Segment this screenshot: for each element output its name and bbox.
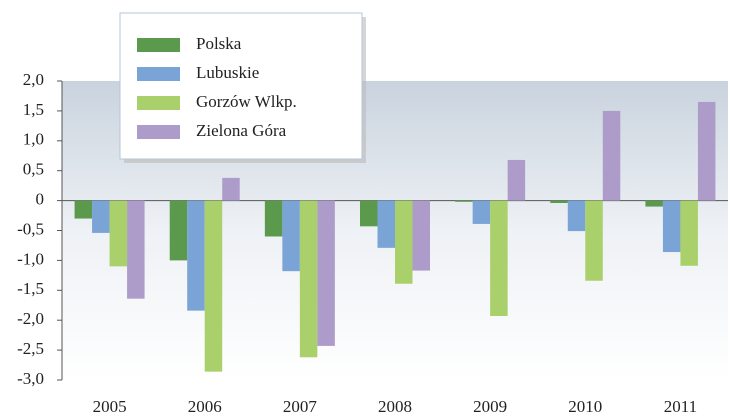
bar [360, 200, 378, 227]
y-tick-label: 1,0 [23, 130, 44, 149]
bar [550, 200, 568, 203]
bar [507, 159, 526, 201]
legend-swatch [137, 67, 180, 81]
legend-label: Polska [196, 34, 242, 53]
legend-swatch [137, 38, 180, 52]
bar [680, 200, 698, 266]
x-tick-label: 2006 [188, 397, 222, 416]
bar [92, 200, 110, 233]
legend-label: Gorzów Wlkp. [196, 92, 297, 111]
bar [74, 200, 93, 219]
y-tick-label: -2,0 [17, 309, 44, 328]
bar [377, 200, 395, 248]
y-tick-label: -2,5 [17, 339, 44, 358]
bar [697, 101, 716, 201]
y-tick-label: 0,5 [23, 160, 44, 179]
bar [472, 200, 491, 224]
bar [412, 200, 430, 271]
bar [264, 200, 283, 237]
bar [585, 200, 603, 281]
bar [109, 200, 128, 267]
legend-swatch [137, 125, 180, 139]
bar [222, 177, 240, 201]
y-tick-label: 0 [36, 190, 45, 209]
x-tick-label: 2005 [93, 397, 127, 416]
y-tick-label: -1,5 [17, 279, 44, 298]
bar [567, 200, 586, 232]
bar [127, 200, 145, 299]
bar [187, 200, 205, 311]
y-tick-label: -0,5 [17, 219, 44, 238]
bar [395, 200, 413, 284]
bar [204, 200, 223, 372]
bar [317, 200, 335, 346]
bar [299, 200, 318, 358]
bar [169, 200, 188, 261]
x-tick-label: 2007 [283, 397, 318, 416]
y-tick-label: -3,0 [17, 369, 44, 388]
legend-label: Lubuskie [196, 63, 259, 82]
legend-swatch [137, 96, 180, 110]
bar [282, 200, 300, 272]
bar [602, 110, 621, 201]
x-tick-label: 2008 [378, 397, 412, 416]
bar [645, 200, 663, 207]
bar [662, 200, 681, 253]
x-tick-label: 2011 [664, 397, 697, 416]
y-tick-label: 2,0 [23, 70, 44, 89]
y-tick-label: -1,0 [17, 249, 44, 268]
x-tick-label: 2010 [568, 397, 602, 416]
y-tick-label: 1,5 [23, 100, 44, 119]
bar [490, 200, 508, 317]
legend-label: Zielona Góra [196, 121, 287, 140]
x-tick-label: 2009 [473, 397, 507, 416]
bar [455, 200, 473, 202]
